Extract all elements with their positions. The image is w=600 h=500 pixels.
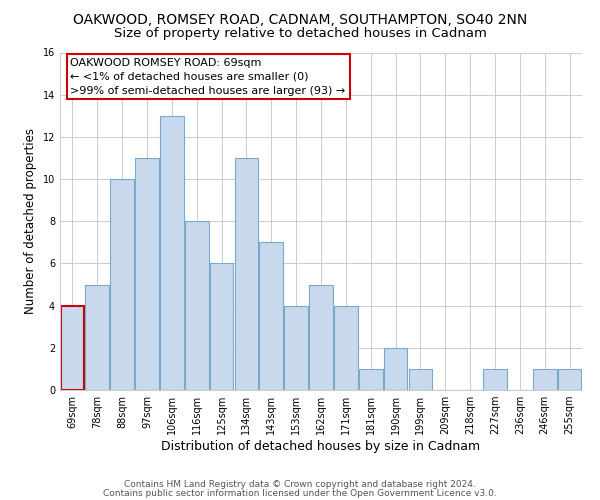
Text: Contains HM Land Registry data © Crown copyright and database right 2024.: Contains HM Land Registry data © Crown c…	[124, 480, 476, 489]
Text: OAKWOOD ROMSEY ROAD: 69sqm
← <1% of detached houses are smaller (0)
>99% of semi: OAKWOOD ROMSEY ROAD: 69sqm ← <1% of deta…	[70, 58, 346, 96]
Text: Size of property relative to detached houses in Cadnam: Size of property relative to detached ho…	[113, 28, 487, 40]
Bar	[160, 116, 184, 390]
Bar	[384, 348, 407, 390]
X-axis label: Distribution of detached houses by size in Cadnam: Distribution of detached houses by size …	[161, 440, 481, 453]
Bar	[334, 306, 358, 390]
Bar	[235, 158, 258, 390]
Y-axis label: Number of detached properties: Number of detached properties	[24, 128, 37, 314]
Bar	[259, 242, 283, 390]
Bar	[110, 179, 134, 390]
Bar	[210, 264, 233, 390]
Bar	[309, 284, 333, 390]
Bar	[185, 221, 209, 390]
Bar	[284, 306, 308, 390]
Bar	[85, 284, 109, 390]
Bar	[483, 369, 507, 390]
Bar	[135, 158, 159, 390]
Bar	[61, 306, 84, 390]
Text: Contains public sector information licensed under the Open Government Licence v3: Contains public sector information licen…	[103, 488, 497, 498]
Bar	[359, 369, 383, 390]
Bar	[409, 369, 432, 390]
Bar	[533, 369, 557, 390]
Text: OAKWOOD, ROMSEY ROAD, CADNAM, SOUTHAMPTON, SO40 2NN: OAKWOOD, ROMSEY ROAD, CADNAM, SOUTHAMPTO…	[73, 12, 527, 26]
Bar	[558, 369, 581, 390]
